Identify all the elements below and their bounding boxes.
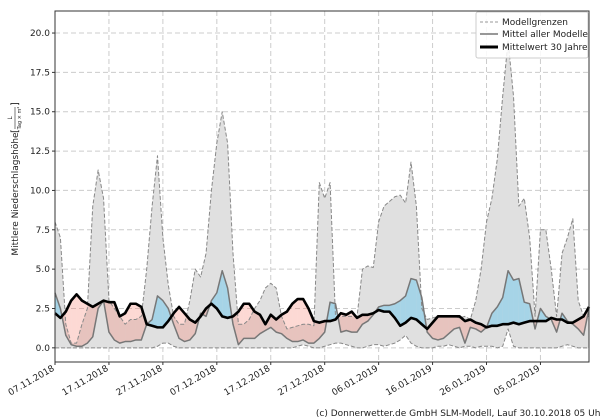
y-axis-label: Mittlere Niederschlagshöhe L Tag × m² [ …: [7, 102, 23, 256]
fill-above-average: [216, 270, 223, 317]
legend: Modellgrenzen Mittel aller Modelle Mitte…: [475, 11, 589, 59]
x-tick-label: 27.11.2018: [115, 364, 165, 399]
x-ticks: 07.11.2018 17.11.2018 27.11.2018 07.12.2018…: [7, 362, 542, 398]
y-tick-label: 20.0: [30, 29, 50, 39]
legend-item-mittelwert-30: Mittelwert 30 Jahre: [502, 43, 588, 53]
fill-above-average: [416, 280, 422, 325]
fill-below-average: [130, 303, 136, 342]
x-tick-label: 17.12.2018: [223, 364, 273, 399]
footer-credit: (c) Donnerwetter.de GmbH SLM-Modell, Lau…: [316, 409, 600, 419]
fill-below-average: [313, 321, 320, 344]
y-label-unit-num: L: [7, 116, 14, 120]
fill-below-average: [173, 306, 180, 339]
legend-item-modellgrenzen: Modellgrenzen: [502, 18, 568, 28]
fill-below-average: [340, 313, 347, 333]
y-label-unit-den: Tag × m²: [17, 107, 23, 131]
fill-above-average: [518, 278, 525, 325]
fill-below-average: [286, 303, 293, 342]
fill-above-average: [400, 295, 406, 326]
lines: [54, 40, 591, 349]
svg-text:[: [: [10, 129, 21, 133]
fill-below-average: [308, 308, 314, 344]
fill-below-average: [76, 294, 82, 347]
fill-below-average: [135, 303, 142, 340]
fill-below-average: [459, 316, 465, 344]
y-tick-label: 7.5: [36, 226, 50, 236]
x-tick-label: 07.12.2018: [169, 364, 219, 399]
fill-above-average: [497, 297, 503, 326]
fill-above-average: [508, 270, 514, 325]
svg-text:]: ]: [10, 102, 21, 106]
legend-item-mittel-modelle: Mittel aller Modelle: [502, 30, 588, 40]
fills: [55, 40, 589, 348]
fill-below-average: [71, 294, 77, 347]
fill-below-average: [427, 322, 433, 339]
fill-above-average: [330, 302, 336, 322]
y-tick-label: 12.5: [30, 147, 50, 157]
y-tick-label: 17.5: [30, 68, 50, 78]
climate-mean-line: [54, 293, 591, 331]
y-ticks: 0.0 2.5 5.0 7.5 10.0 12.5 15.0 17.5 20.0: [30, 29, 55, 354]
fill-below-average: [87, 303, 93, 344]
fill-below-average: [233, 311, 239, 345]
fill-below-average: [292, 299, 298, 342]
y-tick-label: 15.0: [30, 108, 50, 118]
y-label-text: Mittlere Niederschlagshöhe: [11, 132, 21, 256]
x-tick-label: 26.01.2019: [438, 364, 488, 399]
plot-frame: [54, 10, 590, 363]
fill-below-average: [443, 316, 449, 339]
lower-bound-line: [55, 328, 589, 349]
fill-below-average: [108, 302, 115, 340]
fill-below-average: [254, 311, 260, 339]
fill-below-average: [357, 314, 363, 333]
x-tick-label: 06.01.2019: [331, 364, 381, 399]
fill-below-average: [437, 316, 444, 340]
fill-below-average: [297, 299, 304, 342]
y-tick-label: 0.0: [36, 344, 51, 354]
fill-above-average: [513, 278, 519, 325]
fill-above-average: [222, 270, 228, 318]
fill-below-average: [303, 299, 309, 344]
fill-below-average: [319, 321, 325, 339]
fill-below-average: [249, 303, 255, 339]
y-tick-label: 5.0: [36, 265, 51, 275]
fill-above-average: [524, 302, 530, 323]
model-range-band: [55, 40, 589, 348]
fill-below-average: [119, 313, 126, 344]
x-tick-label: 05.02.2019: [492, 364, 542, 399]
fill-below-average: [114, 302, 120, 344]
fill-above-average: [405, 278, 411, 323]
fill-below-average: [470, 319, 476, 329]
fill-below-average: [243, 303, 250, 339]
fill-below-average: [572, 319, 579, 329]
fill-above-average: [502, 270, 509, 325]
y-tick-label: 2.5: [36, 304, 50, 314]
x-tick-label: 27.12.2018: [277, 364, 327, 399]
fill-above-average: [157, 295, 163, 328]
x-tick-label: 17.11.2018: [61, 364, 111, 399]
fill-above-average: [411, 278, 417, 320]
svg-text:Mittlere Niederschlagshöhe: Mittlere Niederschlagshöhe: [11, 132, 21, 256]
x-tick-label: 16.01.2019: [384, 364, 434, 399]
y-tick-label: 10.0: [30, 186, 50, 196]
fill-above-average: [55, 292, 61, 318]
fill-below-average: [81, 300, 88, 347]
fill-above-average: [384, 305, 390, 312]
x-tick-label: 07.11.2018: [7, 364, 57, 399]
upper-bound-line: [54, 40, 589, 344]
model-mean-line: [54, 269, 590, 348]
fill-below-average: [454, 316, 460, 329]
